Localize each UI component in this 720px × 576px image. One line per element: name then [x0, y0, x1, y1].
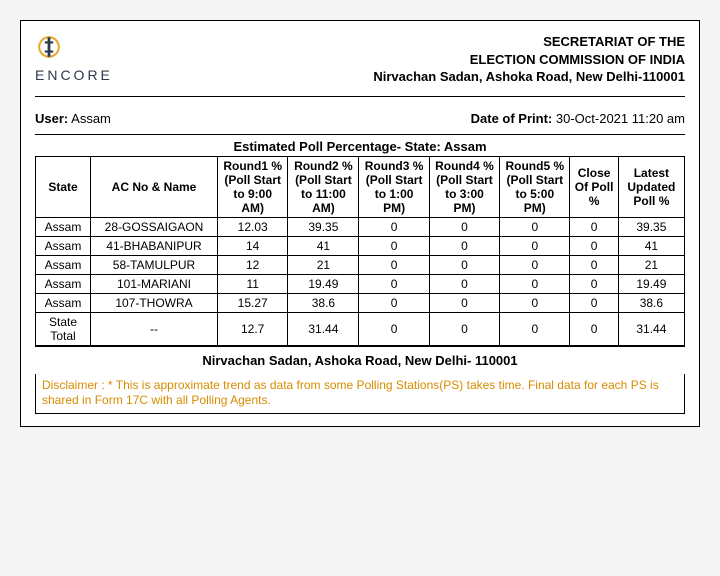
table-cell: 0: [359, 255, 429, 274]
table-cell: 38.6: [288, 293, 359, 312]
table-cell: 0: [429, 255, 499, 274]
table-cell: 31.44: [618, 312, 684, 345]
table-cell: 21: [618, 255, 684, 274]
col-state: State: [36, 156, 91, 217]
table-cell: 19.49: [288, 274, 359, 293]
col-round5: Round5 % (Poll Start to 5:00 PM): [500, 156, 570, 217]
table-cell: 21: [288, 255, 359, 274]
table-cell: 58-TAMULPUR: [91, 255, 218, 274]
logo-text: ENCORE: [35, 67, 113, 83]
table-cell: --: [91, 312, 218, 345]
table-cell: 0: [359, 217, 429, 236]
table-row: Assam101-MARIANI1119.49000019.49: [36, 274, 685, 293]
org-title: SECRETARIAT OF THE ELECTION COMMISSION O…: [373, 33, 685, 86]
table-cell: State Total: [36, 312, 91, 345]
table-cell: 0: [359, 236, 429, 255]
encore-logo-icon: [35, 33, 63, 61]
col-close: Close Of Poll %: [570, 156, 618, 217]
meta-row: User: Assam Date of Print: 30-Oct-2021 1…: [35, 103, 685, 135]
table-total-row: State Total--12.731.44000031.44: [36, 312, 685, 345]
table-header-row: State AC No & Name Round1 % (Poll Start …: [36, 156, 685, 217]
table-title: Estimated Poll Percentage- State: Assam: [35, 135, 685, 156]
logo-block: ENCORE: [35, 33, 113, 83]
table-cell: 12: [218, 255, 288, 274]
table-cell: 0: [359, 312, 429, 345]
table-cell: 101-MARIANI: [91, 274, 218, 293]
table-cell: 11: [218, 274, 288, 293]
table-cell: 0: [570, 236, 618, 255]
user-label: User:: [35, 111, 68, 126]
table-cell: Assam: [36, 236, 91, 255]
table-cell: 107-THOWRA: [91, 293, 218, 312]
table-cell: 0: [570, 255, 618, 274]
table-cell: Assam: [36, 255, 91, 274]
table-cell: 12.03: [218, 217, 288, 236]
table-cell: 0: [429, 293, 499, 312]
table-cell: 12.7: [218, 312, 288, 345]
table-cell: 41: [618, 236, 684, 255]
table-cell: 19.49: [618, 274, 684, 293]
table-cell: Assam: [36, 274, 91, 293]
col-round3: Round3 % (Poll Start to 1:00 PM): [359, 156, 429, 217]
org-line1: SECRETARIAT OF THE: [373, 33, 685, 51]
user-value: Assam: [71, 111, 111, 126]
table-cell: 0: [429, 236, 499, 255]
table-cell: 0: [500, 293, 570, 312]
table-cell: 0: [570, 217, 618, 236]
col-round1: Round1 % (Poll Start to 9:00 AM): [218, 156, 288, 217]
table-cell: 0: [359, 293, 429, 312]
table-cell: 39.35: [618, 217, 684, 236]
header: ENCORE SECRETARIAT OF THE ELECTION COMMI…: [35, 33, 685, 97]
table-cell: 0: [429, 312, 499, 345]
table-cell: 28-GOSSAIGAON: [91, 217, 218, 236]
table-cell: 41-BHABANIPUR: [91, 236, 218, 255]
col-round4: Round4 % (Poll Start to 3:00 PM): [429, 156, 499, 217]
table-cell: 0: [500, 217, 570, 236]
disclaimer: Disclaimer : * This is approximate trend…: [35, 374, 685, 414]
table-cell: 0: [570, 274, 618, 293]
table-cell: 31.44: [288, 312, 359, 345]
col-round2: Round2 % (Poll Start to 11:00 AM): [288, 156, 359, 217]
table-row: Assam58-TAMULPUR1221000021: [36, 255, 685, 274]
table-cell: Assam: [36, 217, 91, 236]
col-ac: AC No & Name: [91, 156, 218, 217]
table-cell: 38.6: [618, 293, 684, 312]
col-latest: Latest Updated Poll %: [618, 156, 684, 217]
table-cell: 15.27: [218, 293, 288, 312]
table-cell: 0: [500, 255, 570, 274]
table-row: Assam28-GOSSAIGAON12.0339.35000039.35: [36, 217, 685, 236]
print-block: Date of Print: 30-Oct-2021 11:20 am: [471, 111, 685, 126]
table-cell: 0: [500, 274, 570, 293]
table-cell: 0: [570, 293, 618, 312]
table-cell: 0: [570, 312, 618, 345]
footer-address: Nirvachan Sadan, Ashoka Road, New Delhi-…: [35, 346, 685, 374]
table-cell: Assam: [36, 293, 91, 312]
table-cell: 41: [288, 236, 359, 255]
document-container: ENCORE SECRETARIAT OF THE ELECTION COMMI…: [20, 20, 700, 427]
table-row: Assam41-BHABANIPUR1441000041: [36, 236, 685, 255]
table-cell: 14: [218, 236, 288, 255]
table-row: Assam107-THOWRA15.2738.6000038.6: [36, 293, 685, 312]
table-cell: 39.35: [288, 217, 359, 236]
table-cell: 0: [500, 312, 570, 345]
table-cell: 0: [500, 236, 570, 255]
print-value: 30-Oct-2021 11:20 am: [556, 111, 685, 126]
table-cell: 0: [429, 274, 499, 293]
user-block: User: Assam: [35, 111, 111, 126]
poll-table: State AC No & Name Round1 % (Poll Start …: [35, 156, 685, 346]
table-cell: 0: [429, 217, 499, 236]
print-label: Date of Print:: [471, 111, 553, 126]
org-line3: Nirvachan Sadan, Ashoka Road, New Delhi-…: [373, 68, 685, 86]
table-cell: 0: [359, 274, 429, 293]
org-line2: ELECTION COMMISSION OF INDIA: [373, 51, 685, 69]
